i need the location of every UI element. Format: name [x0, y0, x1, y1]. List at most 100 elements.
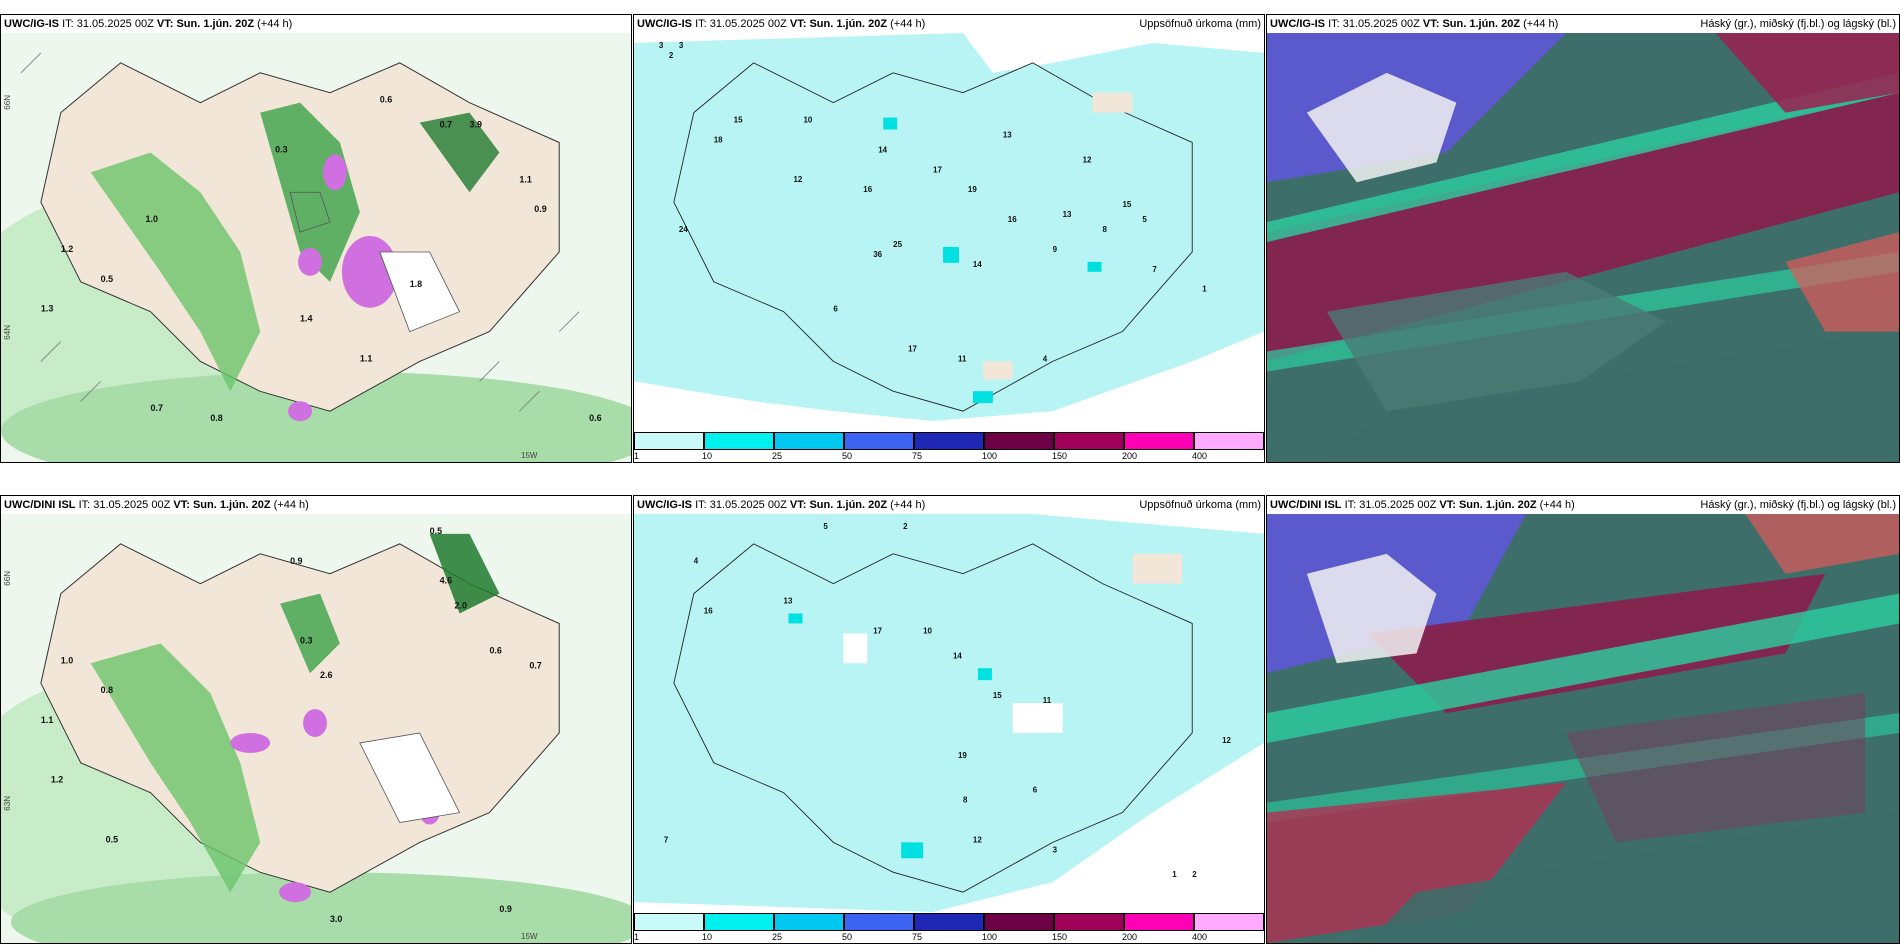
model-name: UWC/DINI ISL — [1270, 499, 1342, 511]
svg-text:12: 12 — [973, 835, 982, 844]
colorbar-label: 150 — [1052, 932, 1068, 942]
svg-text:4.6: 4.6 — [440, 576, 452, 586]
svg-text:19: 19 — [968, 185, 977, 194]
svg-text:0.5: 0.5 — [101, 274, 113, 284]
colorbar-cell — [1194, 432, 1264, 450]
colorbar-label: 25 — [772, 451, 783, 461]
svg-text:8: 8 — [963, 796, 968, 805]
model-name: UWC/IG-IS — [637, 18, 692, 30]
wind-precip-panel-top: UWC/IG-IS IT: 31.05.2025 00Z VT: Sun. 1.… — [0, 14, 632, 463]
map-svg — [1267, 514, 1899, 943]
svg-text:1.2: 1.2 — [51, 775, 63, 785]
svg-text:1.4: 1.4 — [300, 314, 312, 324]
svg-text:3: 3 — [1053, 845, 1058, 854]
svg-text:12: 12 — [1222, 736, 1231, 745]
svg-text:2: 2 — [1192, 870, 1197, 879]
colorbar-label: 25 — [772, 932, 783, 942]
svg-text:7: 7 — [1152, 265, 1157, 274]
lat-label-66: 66N — [3, 571, 12, 586]
cloud-map — [1267, 514, 1899, 943]
svg-text:12: 12 — [793, 175, 802, 184]
svg-text:0.7: 0.7 — [440, 120, 452, 130]
it-label: IT: — [1344, 499, 1357, 511]
lead-time: (+44 h) — [890, 18, 926, 30]
svg-text:18: 18 — [714, 135, 723, 144]
panel-header: UWC/IG-IS IT: 31.05.2025 00Z VT: Sun. 1.… — [634, 496, 1264, 514]
colorbar-cell — [704, 432, 774, 450]
wind-precip-map: 0.6 0.7 3.9 1.1 0.9 1.2 0.5 1.3 0.8 0.3 1.0 1.8 … — [1, 33, 631, 462]
precip-panel-bottom: UWC/IG-IS IT: 31.05.2025 00Z VT: Sun. 1.… — [633, 495, 1265, 944]
svg-text:15: 15 — [1122, 200, 1131, 209]
svg-text:9: 9 — [1053, 245, 1058, 254]
colorbar-cell — [1194, 913, 1264, 931]
svg-text:13: 13 — [784, 597, 793, 606]
model-name: UWC/DINI ISL — [4, 499, 76, 511]
vt-label: VT: — [789, 18, 807, 30]
svg-text:1.3: 1.3 — [41, 304, 53, 314]
svg-text:24: 24 — [679, 225, 688, 234]
svg-text:1.1: 1.1 — [519, 174, 531, 184]
svg-text:4: 4 — [694, 557, 699, 566]
svg-text:3.0: 3.0 — [330, 914, 342, 924]
colorbar-cell — [914, 913, 984, 931]
it-value: 31.05.2025 00Z — [93, 499, 171, 511]
it-value: 31.05.2025 00Z — [709, 18, 787, 30]
svg-text:1.0: 1.0 — [146, 214, 158, 224]
vt-label: VT: — [1439, 499, 1456, 511]
colorbar-cell — [774, 913, 844, 931]
it-label: IT: — [695, 499, 707, 511]
it-value: 31.05.2025 00Z — [1359, 499, 1437, 511]
map-svg — [1267, 33, 1899, 462]
svg-text:0.9: 0.9 — [534, 204, 546, 214]
panel-header: UWC/DINI ISL IT: 31.05.2025 00Z VT: Sun.… — [1267, 496, 1899, 514]
vt-value: Sun. 1.jún. 20Z — [192, 499, 271, 511]
colorbar-cell — [1124, 432, 1194, 450]
svg-text:0.6: 0.6 — [589, 413, 601, 423]
panel-title: Háský (gr.), miðský (fj.bl.) og lágský (… — [1700, 499, 1896, 511]
vt-value: Sun. 1.jún. 20Z — [176, 18, 255, 30]
colorbar-cell — [634, 432, 704, 450]
svg-text:15: 15 — [993, 691, 1002, 700]
model-name: UWC/IG-IS — [1270, 18, 1325, 30]
colorbar-label: 1 — [634, 932, 640, 942]
svg-text:16: 16 — [1008, 215, 1017, 224]
vt-label: VT: — [173, 499, 190, 511]
vt-value: Sun. 1.jún. 20Z — [809, 499, 888, 511]
svg-text:36: 36 — [873, 250, 882, 259]
vt-label: VT: — [789, 499, 807, 511]
cloud-map — [1267, 33, 1899, 462]
wind-precip-map: 0.5 0.9 4.6 2.0 0.6 1.0 0.8 0.7 1.1 0.3 2.6 0.5 … — [1, 514, 631, 943]
svg-text:1: 1 — [1172, 870, 1177, 879]
lead-time: (+44 h) — [1523, 18, 1559, 30]
it-label: IT: — [62, 18, 74, 30]
colorbar-label: 200 — [1122, 451, 1138, 461]
lead-time: (+44 h) — [273, 499, 309, 511]
svg-text:25: 25 — [893, 240, 902, 249]
svg-text:0.8: 0.8 — [101, 685, 113, 695]
svg-text:8: 8 — [1103, 225, 1108, 234]
colorbar-label: 1 — [634, 451, 640, 461]
panel-title: Uppsöfnuð úrkoma (mm) — [1139, 499, 1261, 511]
svg-text:0.9: 0.9 — [290, 556, 302, 566]
colorbar-label: 100 — [982, 932, 998, 942]
svg-text:11: 11 — [958, 354, 967, 363]
svg-text:2: 2 — [903, 522, 908, 531]
svg-text:5: 5 — [1142, 215, 1147, 224]
colorbar-label: 400 — [1192, 932, 1208, 942]
svg-text:15: 15 — [734, 116, 743, 125]
svg-text:0.7: 0.7 — [529, 660, 541, 670]
it-value: 31.05.2025 00Z — [1342, 18, 1420, 30]
cloud-panel-bottom: UWC/DINI ISL IT: 31.05.2025 00Z VT: Sun.… — [1266, 495, 1900, 944]
lat-label-64: 64N — [3, 325, 12, 340]
svg-text:1.1: 1.1 — [41, 715, 53, 725]
precip-map: 5 2 4 16 13 17 10 14 15 19 12 11 8 6 7 3 2 1 12 — [634, 514, 1264, 913]
svg-text:2.6: 2.6 — [320, 670, 332, 680]
colorbar-cell — [844, 913, 914, 931]
map-svg: 5 2 4 16 13 17 10 14 15 19 12 11 8 6 7 3 2 1 12 — [634, 514, 1264, 913]
svg-text:0.7: 0.7 — [151, 403, 163, 413]
lead-time: (+44 h) — [890, 499, 926, 511]
vt-value: Sun. 1.jún. 20Z — [1442, 18, 1521, 30]
lon-label: 15W — [521, 932, 538, 941]
